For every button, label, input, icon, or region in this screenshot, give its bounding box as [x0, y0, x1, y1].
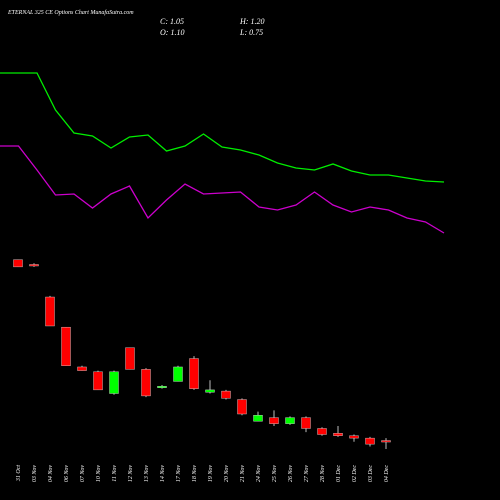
ohlc-high: H: 1.20 — [239, 17, 264, 26]
candle-body — [61, 326, 71, 366]
x-tick-label: 04 Nov — [47, 465, 54, 483]
x-tick-label: 28 Nov — [320, 465, 326, 483]
candle-body — [13, 259, 23, 268]
x-tick-label: 14 Nov — [159, 465, 166, 483]
candle-body — [125, 347, 135, 370]
candle-body — [93, 371, 103, 391]
candle-body — [317, 428, 327, 435]
candle-body — [381, 440, 391, 443]
overlay-line — [0, 145, 445, 234]
candle-body — [77, 366, 87, 371]
x-tick-label: 25 Nov — [272, 465, 278, 483]
x-tick-label: 03 Nov — [32, 465, 38, 483]
x-tick-label: 10 Nov — [96, 465, 102, 483]
x-tick-label: 18 Nov — [192, 465, 198, 483]
overlay-line — [0, 72, 445, 183]
x-tick-label: 19 Nov — [208, 465, 214, 483]
candle-body — [221, 390, 231, 399]
candle-body — [189, 358, 199, 389]
candle-body — [45, 296, 55, 327]
x-tick-label: 26 Nov — [288, 465, 294, 483]
x-tick-label: 17 Nov — [176, 465, 182, 483]
candle-body — [333, 433, 343, 436]
x-tick-label: 24 Nov — [255, 465, 262, 483]
x-tick-label: 12 Nov — [128, 465, 134, 483]
candle-body — [205, 389, 215, 393]
ohlc-close: C: 1.05 — [160, 17, 184, 26]
candle-body — [29, 264, 39, 267]
chart-title: ETERNAL 325 CE Options Chart MunafaSutra… — [7, 9, 134, 16]
candle-body — [269, 417, 279, 424]
candle-body — [109, 371, 119, 394]
x-tick-label: 31 Oct — [16, 465, 22, 482]
candle-body — [349, 435, 359, 439]
x-tick-label: 04 Dec — [383, 465, 390, 482]
candle-body — [365, 437, 375, 445]
candle-body — [253, 415, 263, 422]
ohlc-open: O: 1.10 — [160, 28, 184, 37]
ohlc-low: L: 0.75 — [239, 28, 263, 37]
x-tick-label: 06 Nov — [64, 465, 70, 483]
x-tick-label: 20 Nov — [224, 465, 230, 483]
candle-body — [173, 366, 183, 382]
x-tick-label: 01 Dec — [336, 465, 342, 482]
x-tick-label: 13 Nov — [144, 465, 150, 483]
candle-body — [285, 417, 295, 424]
candle-body — [157, 386, 167, 388]
x-tick-label: 27 Nov — [304, 465, 310, 483]
candle-body — [141, 369, 151, 397]
candle-body — [237, 399, 247, 415]
candle-body — [301, 417, 311, 429]
x-tick-label: 03 Dec — [368, 465, 374, 482]
x-tick-label: 11 Nov — [112, 465, 118, 482]
x-tick-label: 02 Dec — [352, 465, 358, 482]
x-tick-label: 07 Nov — [80, 465, 86, 483]
x-tick-label: 21 Nov — [240, 465, 246, 483]
